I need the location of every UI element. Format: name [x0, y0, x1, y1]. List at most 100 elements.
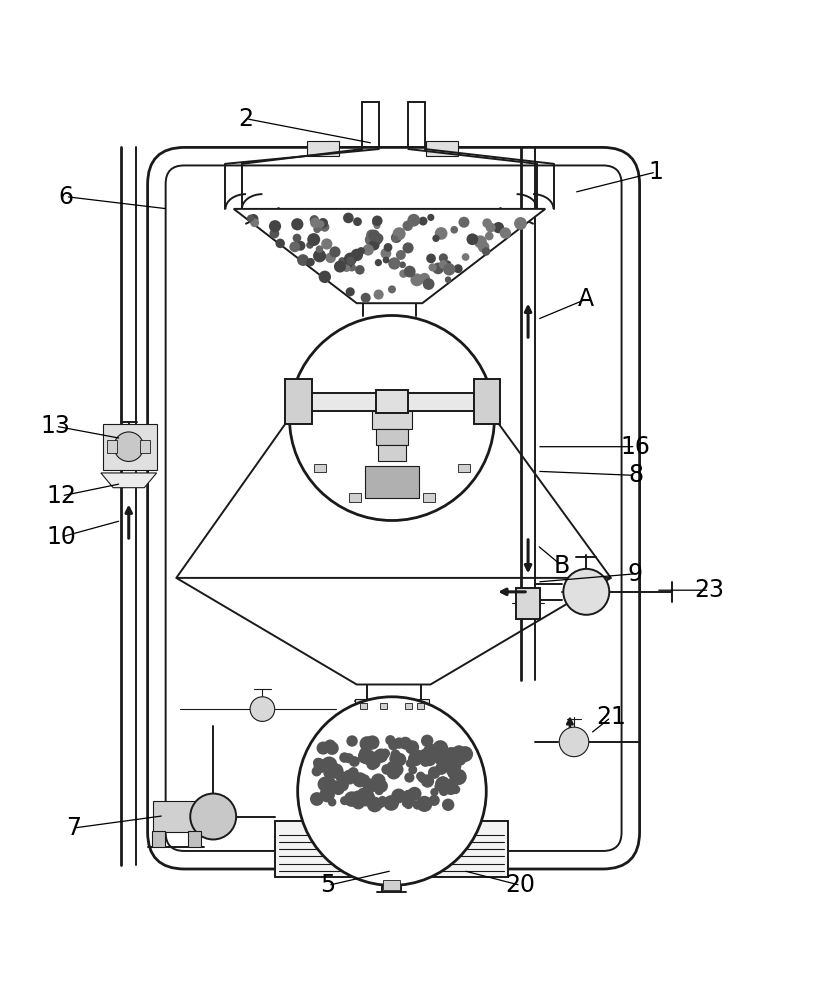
Circle shape: [422, 752, 436, 766]
Circle shape: [358, 750, 371, 764]
Bar: [310, 393, 473, 411]
Circle shape: [347, 767, 358, 778]
Circle shape: [390, 764, 400, 774]
Circle shape: [453, 264, 462, 273]
Circle shape: [448, 758, 459, 769]
Circle shape: [392, 227, 405, 240]
Circle shape: [330, 780, 341, 792]
Circle shape: [391, 789, 405, 803]
Circle shape: [313, 758, 323, 767]
Circle shape: [427, 214, 434, 221]
Circle shape: [419, 217, 427, 226]
Circle shape: [414, 750, 423, 760]
Circle shape: [420, 735, 433, 747]
Circle shape: [408, 765, 417, 774]
Circle shape: [414, 277, 423, 285]
Circle shape: [380, 248, 391, 259]
Circle shape: [335, 771, 346, 782]
Circle shape: [443, 260, 450, 268]
Circle shape: [349, 756, 360, 767]
Circle shape: [378, 796, 387, 804]
Text: 10: 10: [47, 525, 76, 549]
Circle shape: [306, 258, 314, 266]
Circle shape: [313, 249, 326, 262]
Circle shape: [428, 795, 439, 806]
Circle shape: [352, 772, 367, 787]
Polygon shape: [101, 473, 156, 488]
Text: 2: 2: [238, 107, 253, 131]
Circle shape: [328, 763, 343, 779]
Circle shape: [359, 790, 374, 806]
Circle shape: [449, 780, 458, 789]
Circle shape: [492, 222, 504, 233]
Circle shape: [315, 245, 323, 253]
Circle shape: [310, 215, 319, 224]
Circle shape: [482, 247, 490, 256]
Circle shape: [338, 257, 346, 265]
Circle shape: [403, 266, 415, 277]
Circle shape: [444, 276, 451, 283]
Circle shape: [446, 756, 459, 771]
Circle shape: [442, 263, 455, 276]
Circle shape: [325, 742, 338, 755]
Text: 5: 5: [320, 873, 335, 897]
Circle shape: [316, 742, 329, 755]
Circle shape: [383, 795, 399, 811]
Circle shape: [366, 797, 382, 812]
Circle shape: [406, 795, 415, 804]
Circle shape: [343, 791, 359, 807]
Circle shape: [321, 756, 337, 773]
Circle shape: [333, 261, 346, 273]
Circle shape: [371, 773, 385, 788]
Circle shape: [336, 779, 348, 791]
Bar: [274, 821, 508, 877]
Circle shape: [339, 752, 350, 763]
Circle shape: [346, 257, 355, 265]
Circle shape: [381, 764, 391, 775]
Circle shape: [317, 777, 333, 792]
Circle shape: [321, 238, 332, 250]
Circle shape: [353, 217, 361, 226]
Circle shape: [319, 787, 334, 802]
Circle shape: [359, 736, 374, 751]
Circle shape: [446, 762, 460, 777]
Text: 13: 13: [41, 414, 70, 438]
Bar: [383, 880, 400, 890]
Circle shape: [446, 777, 458, 789]
Circle shape: [417, 773, 427, 783]
Circle shape: [346, 735, 357, 747]
Circle shape: [405, 740, 419, 754]
Circle shape: [320, 776, 336, 792]
Bar: [285, 379, 311, 424]
Circle shape: [419, 273, 429, 284]
Circle shape: [440, 755, 452, 768]
Circle shape: [355, 265, 364, 275]
Circle shape: [250, 218, 259, 227]
Circle shape: [324, 739, 336, 752]
Circle shape: [380, 748, 390, 758]
Circle shape: [451, 745, 465, 759]
Text: 12: 12: [47, 484, 76, 508]
Circle shape: [485, 223, 495, 233]
Circle shape: [399, 261, 405, 268]
Circle shape: [428, 766, 440, 779]
Circle shape: [292, 234, 301, 242]
Text: A: A: [577, 287, 594, 311]
Bar: [405, 703, 411, 709]
Bar: [349, 493, 360, 502]
Circle shape: [340, 796, 349, 805]
Bar: [515, 588, 540, 619]
Text: 20: 20: [505, 873, 535, 897]
Bar: [372, 411, 411, 429]
Circle shape: [423, 278, 434, 290]
Circle shape: [310, 792, 324, 806]
Circle shape: [365, 229, 377, 241]
Circle shape: [432, 740, 447, 756]
Circle shape: [351, 249, 363, 261]
Circle shape: [295, 241, 305, 251]
Text: B: B: [553, 554, 569, 578]
Circle shape: [473, 235, 486, 248]
Text: 1: 1: [648, 160, 663, 184]
Circle shape: [484, 232, 493, 240]
Circle shape: [466, 233, 477, 245]
